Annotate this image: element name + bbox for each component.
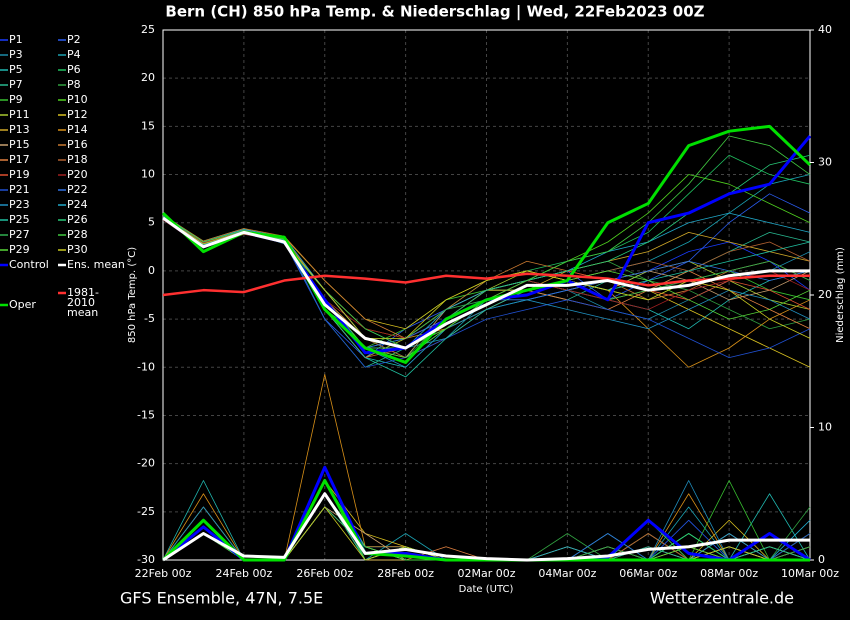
- precip-line: [162, 493, 811, 561]
- x-tick-label: 10Mar 00z: [781, 567, 839, 580]
- legend-label: 1981-2010 mean: [67, 286, 99, 319]
- legend-label: P26: [67, 213, 88, 226]
- legend-label: P13: [9, 123, 30, 136]
- precip-line: [162, 493, 810, 561]
- legend-label: P14: [67, 123, 88, 136]
- precip-line: [162, 492, 810, 562]
- y-tick-label: -20: [137, 457, 155, 470]
- legend-label: Ens. mean: [67, 258, 125, 271]
- precip-line: [162, 493, 811, 561]
- chart-title: Bern (CH) 850 hPa Temp. & Niederschlag |…: [165, 3, 704, 22]
- legend-label: P27: [9, 228, 30, 241]
- y2-tick-label: 10: [818, 421, 832, 434]
- legend-label: P1: [9, 33, 23, 46]
- precip-line: [162, 493, 811, 561]
- y-tick-label: -30: [137, 553, 155, 566]
- legend-label: P4: [67, 48, 81, 61]
- legend-label: P22: [67, 183, 88, 196]
- footer-left: GFS Ensemble, 47N, 7.5E: [120, 589, 323, 608]
- y-tick-label: -5: [144, 312, 155, 325]
- x-tick-label: 28Feb 00z: [377, 567, 434, 580]
- legend-label: Control: [9, 258, 49, 271]
- precip-line: [162, 493, 811, 561]
- legend-label: P23: [9, 198, 30, 211]
- y-tick-label: -25: [137, 505, 155, 518]
- y-tick-label: 0: [148, 264, 155, 277]
- y2-tick-label: 30: [818, 156, 832, 169]
- legend-label: P20: [67, 168, 88, 181]
- legend-label: P18: [67, 153, 88, 166]
- y-tick-label: 20: [141, 71, 155, 84]
- y-tick-label: -15: [137, 408, 155, 421]
- y2-tick-label: 0: [818, 553, 825, 566]
- legend-label: P17: [9, 153, 30, 166]
- legend-label: P30: [67, 243, 88, 256]
- y-tick-label: 5: [148, 216, 155, 229]
- legend-label: P24: [67, 198, 88, 211]
- y-tick-label: 10: [141, 168, 155, 181]
- precip-line: [162, 493, 811, 561]
- x-tick-label: 22Feb 00z: [135, 567, 192, 580]
- y-axis-label: 850 hPa Temp. (°C): [127, 247, 138, 343]
- y2-tick-label: 40: [818, 23, 832, 36]
- x-axis-label: Date (UTC): [459, 584, 514, 595]
- x-tick-label: 24Feb 00z: [216, 567, 273, 580]
- precip-line: [162, 493, 811, 561]
- y-tick-label: -10: [137, 360, 155, 373]
- precip-line: [162, 493, 811, 561]
- legend-label: P15: [9, 138, 30, 151]
- y-tick-label: 25: [141, 23, 155, 36]
- x-tick-label: 26Feb 00z: [296, 567, 353, 580]
- legend-label: P12: [67, 108, 88, 121]
- precip-line: [162, 493, 811, 561]
- legend-label: P7: [9, 78, 23, 91]
- footer-right: Wetterzentrale.de: [650, 589, 794, 608]
- precip-line: [162, 493, 810, 561]
- legend-label: P5: [9, 63, 23, 76]
- legend-label: P2: [67, 33, 81, 46]
- x-tick-label: 02Mar 00z: [457, 567, 515, 580]
- y2-tick-label: 20: [818, 288, 832, 301]
- precip-line: [162, 493, 811, 561]
- legend-label: P19: [9, 168, 30, 181]
- temp-line: [161, 124, 812, 364]
- legend-label: P25: [9, 213, 30, 226]
- legend-label: P9: [9, 93, 23, 106]
- legend-label: P10: [67, 93, 88, 106]
- legend-label: P29: [9, 243, 30, 256]
- x-tick-label: 08Mar 00z: [700, 567, 758, 580]
- legend-label: P11: [9, 108, 30, 121]
- x-tick-label: 04Mar 00z: [538, 567, 596, 580]
- y2-axis-label: Niederschlag (mm): [835, 247, 846, 343]
- x-tick-label: 06Mar 00z: [619, 567, 677, 580]
- legend-label: P8: [67, 78, 81, 91]
- y-tick-label: 15: [141, 119, 155, 132]
- legend-label: P28: [67, 228, 88, 241]
- temp-line: [162, 216, 810, 350]
- legend-label: P3: [9, 48, 23, 61]
- legend-label: P16: [67, 138, 88, 151]
- legend-label: Oper: [9, 298, 36, 311]
- legend-label: P21: [9, 183, 30, 196]
- temp-line: [162, 272, 810, 297]
- legend-label: P6: [67, 63, 81, 76]
